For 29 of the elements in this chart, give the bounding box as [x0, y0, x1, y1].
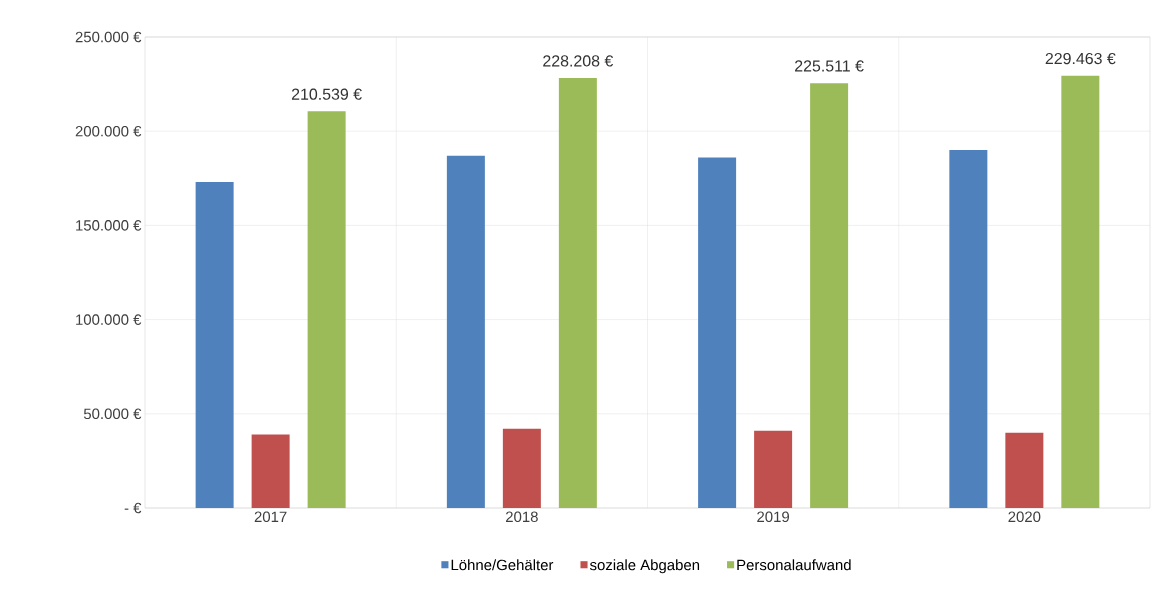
x-tick-label: 2017 [254, 511, 287, 523]
bar [754, 430, 793, 508]
bar [810, 83, 849, 508]
legend-label: Löhne/Gehälter [451, 559, 554, 571]
bar [446, 155, 485, 508]
legend-label: Personalaufwand [737, 559, 851, 571]
x-tick-label: 2019 [757, 511, 790, 523]
y-tick-label: 50.000 € [83, 408, 142, 420]
data-label: 229.463 € [1045, 52, 1116, 65]
x-tick-label: 2018 [505, 511, 538, 523]
bar [251, 434, 290, 508]
bar [307, 111, 346, 508]
bar [1005, 432, 1044, 508]
bar [558, 78, 597, 508]
data-label: 225.511 € [795, 60, 864, 72]
bar [698, 157, 737, 508]
y-tick-label: 250.000 € [75, 31, 142, 43]
bar [195, 182, 234, 508]
bar [949, 150, 988, 508]
data-label: 228.208 € [543, 55, 614, 67]
data-label: 210.539 € [291, 88, 362, 100]
bar [502, 428, 541, 508]
bar [1061, 75, 1100, 508]
x-tick-label: 2020 [1008, 511, 1041, 523]
y-tick-label: 100.000 € [76, 314, 142, 325]
y-tick-label: - € [124, 502, 142, 514]
y-tick-label: 150.000 € [76, 220, 142, 231]
legend-label: soziale Abgaben [589, 559, 700, 574]
y-tick-label: 200.000 € [75, 125, 142, 137]
